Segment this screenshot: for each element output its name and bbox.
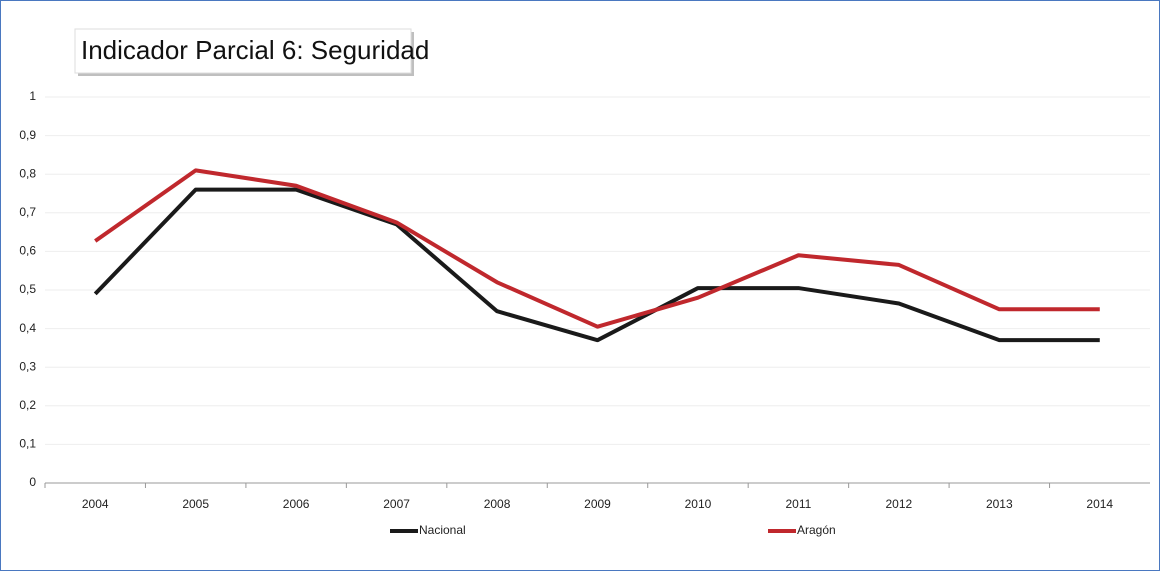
x-tick-label: 2012 (886, 497, 913, 511)
y-tick-label: 0,1 (19, 437, 36, 451)
chart-title: Indicador Parcial 6: Seguridad (81, 35, 429, 65)
x-tick-label: 2010 (685, 497, 712, 511)
x-tick-label: 2013 (986, 497, 1013, 511)
x-tick-label: 2009 (584, 497, 611, 511)
y-tick-label: 0,2 (19, 398, 36, 412)
series-line (93, 187, 1100, 343)
y-tick-label: 0,7 (19, 205, 36, 219)
title-box (74, 28, 412, 74)
x-tick-label: 2006 (283, 497, 310, 511)
y-tick-label: 0,4 (19, 321, 36, 335)
y-tick-label: 0 (29, 475, 36, 489)
x-tick-label: 2008 (484, 497, 511, 511)
series-line (94, 168, 1100, 329)
x-tick-label: 2011 (786, 497, 812, 511)
y-tick-label: 0,3 (19, 359, 36, 373)
x-tick-label: 2004 (82, 497, 109, 511)
legend-label: Aragón (797, 523, 836, 537)
x-tick-label: 2007 (383, 497, 410, 511)
x-tick-label: 2014 (1086, 497, 1113, 511)
legend-label: Nacional (419, 523, 466, 537)
y-tick-label: 0,8 (19, 166, 36, 180)
y-tick-label: 1 (29, 89, 36, 103)
y-tick-label: 0,6 (19, 244, 36, 258)
y-tick-label: 0,9 (19, 128, 36, 142)
y-tick-label: 0,5 (19, 282, 36, 296)
x-tick-label: 2005 (182, 497, 209, 511)
